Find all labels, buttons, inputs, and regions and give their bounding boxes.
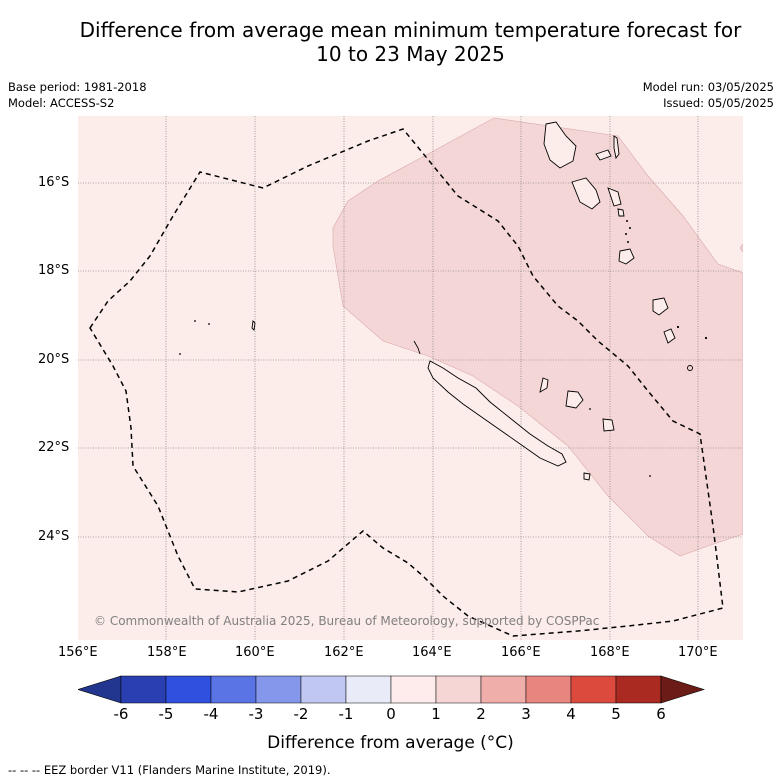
model-name: Model: ACCESS-S2 xyxy=(8,96,115,110)
lat-label-18s: 18°S xyxy=(38,263,70,278)
colorbar-cell--2 xyxy=(300,675,347,704)
lon-label-168e: 168°E xyxy=(590,645,630,660)
colorbar-cell-5 xyxy=(615,675,662,704)
colorbar-cell-1 xyxy=(435,675,482,704)
lifou-island xyxy=(565,390,584,409)
islet-west xyxy=(251,320,256,331)
colorbar-tick-5: 5 xyxy=(611,705,621,723)
isle-of-pines xyxy=(583,472,591,481)
colorbar-cell--5 xyxy=(165,675,212,704)
colorbar-cell-4 xyxy=(570,675,617,704)
gridlines xyxy=(78,116,743,640)
colorbar-tick-neg2: -2 xyxy=(293,705,309,723)
meta-left: Base period: 1981-2018 Model: ACCESS-S2 xyxy=(8,79,147,111)
colorbar xyxy=(78,675,705,704)
lat-label-22s: 22°S xyxy=(38,440,70,455)
map-title: Difference from average mean minimum tem… xyxy=(40,18,781,66)
lon-label-158e: 158°E xyxy=(147,645,187,660)
colorbar-extend-high xyxy=(660,675,705,704)
ambae-island xyxy=(595,149,612,161)
efate-island xyxy=(618,248,635,265)
colorbar-cell-3 xyxy=(525,675,572,704)
base-period: Base period: 1981-2018 xyxy=(8,80,147,94)
tanna-island xyxy=(663,328,676,344)
colorbar-tick-1: 1 xyxy=(431,705,441,723)
lon-label-170e: 170°E xyxy=(678,645,718,660)
colorbar-tick-0: 0 xyxy=(386,705,396,723)
colorbar-label: Difference from average (°C) xyxy=(267,733,514,753)
colorbar-tick-neg6: -6 xyxy=(113,705,129,723)
meta-right: Model run: 03/05/2025 Issued: 05/05/2025 xyxy=(643,79,774,111)
eez-border xyxy=(89,128,724,637)
model-run: Model run: 03/05/2025 xyxy=(642,80,774,94)
lon-label-162e: 162°E xyxy=(324,645,364,660)
lon-label-166e: 166°E xyxy=(501,645,541,660)
issued-date: Issued: 05/05/2025 xyxy=(663,96,774,110)
malekula-island xyxy=(571,177,601,210)
colorbar-cell--6 xyxy=(120,675,167,704)
lat-label-20s: 20°S xyxy=(38,352,70,367)
colorbar-tick-neg3: -3 xyxy=(248,705,264,723)
colorbar-tick-neg5: -5 xyxy=(158,705,174,723)
small-islets xyxy=(179,220,708,477)
new-caledonia-coastline xyxy=(427,360,567,467)
colorbar-tick-neg4: -4 xyxy=(203,705,219,723)
eez-legend-note: -- -- -- EEZ border V11 (Flanders Marine… xyxy=(8,763,331,777)
lon-label-156e: 156°E xyxy=(58,645,98,660)
colorbar-tick-neg1: -1 xyxy=(338,705,354,723)
map-canvas xyxy=(78,116,743,640)
pentecost-island xyxy=(607,187,622,207)
colorbar-cell--1 xyxy=(345,675,392,704)
anomaly-fleck xyxy=(739,243,743,253)
colorbar-cell-0 xyxy=(390,675,437,704)
lat-label-16s: 16°S xyxy=(38,175,70,190)
islet-north-nc xyxy=(413,340,421,355)
colorbar-tick-4: 4 xyxy=(566,705,576,723)
title-line-1: Difference from average mean minimum tem… xyxy=(79,18,742,42)
map-panel: © Commonwealth of Australia 2025, Bureau… xyxy=(78,116,743,640)
anomaly-region xyxy=(332,117,743,557)
colorbar-tick-2: 2 xyxy=(476,705,486,723)
ouvea-island xyxy=(539,377,549,393)
lon-label-164e: 164°E xyxy=(412,645,452,660)
colorbar-cell-2 xyxy=(480,675,527,704)
colorbar-cell--4 xyxy=(210,675,257,704)
espiritu-santo-island xyxy=(543,121,577,169)
colorbar-extend-low xyxy=(78,675,122,704)
lon-label-160e: 160°E xyxy=(235,645,275,660)
copyright-notice: © Commonwealth of Australia 2025, Bureau… xyxy=(94,614,600,628)
colorbar-tick-3: 3 xyxy=(521,705,531,723)
colorbar-cell--3 xyxy=(255,675,302,704)
mare-island xyxy=(602,418,615,432)
title-line-2: 10 to 23 May 2025 xyxy=(316,42,505,66)
colorbar-cells xyxy=(78,675,705,704)
erromango-island xyxy=(652,297,669,316)
colorbar-tick-6: 6 xyxy=(656,705,666,723)
epi-island xyxy=(617,208,625,217)
lat-label-24s: 24°S xyxy=(38,529,70,544)
maewo-island xyxy=(613,135,620,160)
